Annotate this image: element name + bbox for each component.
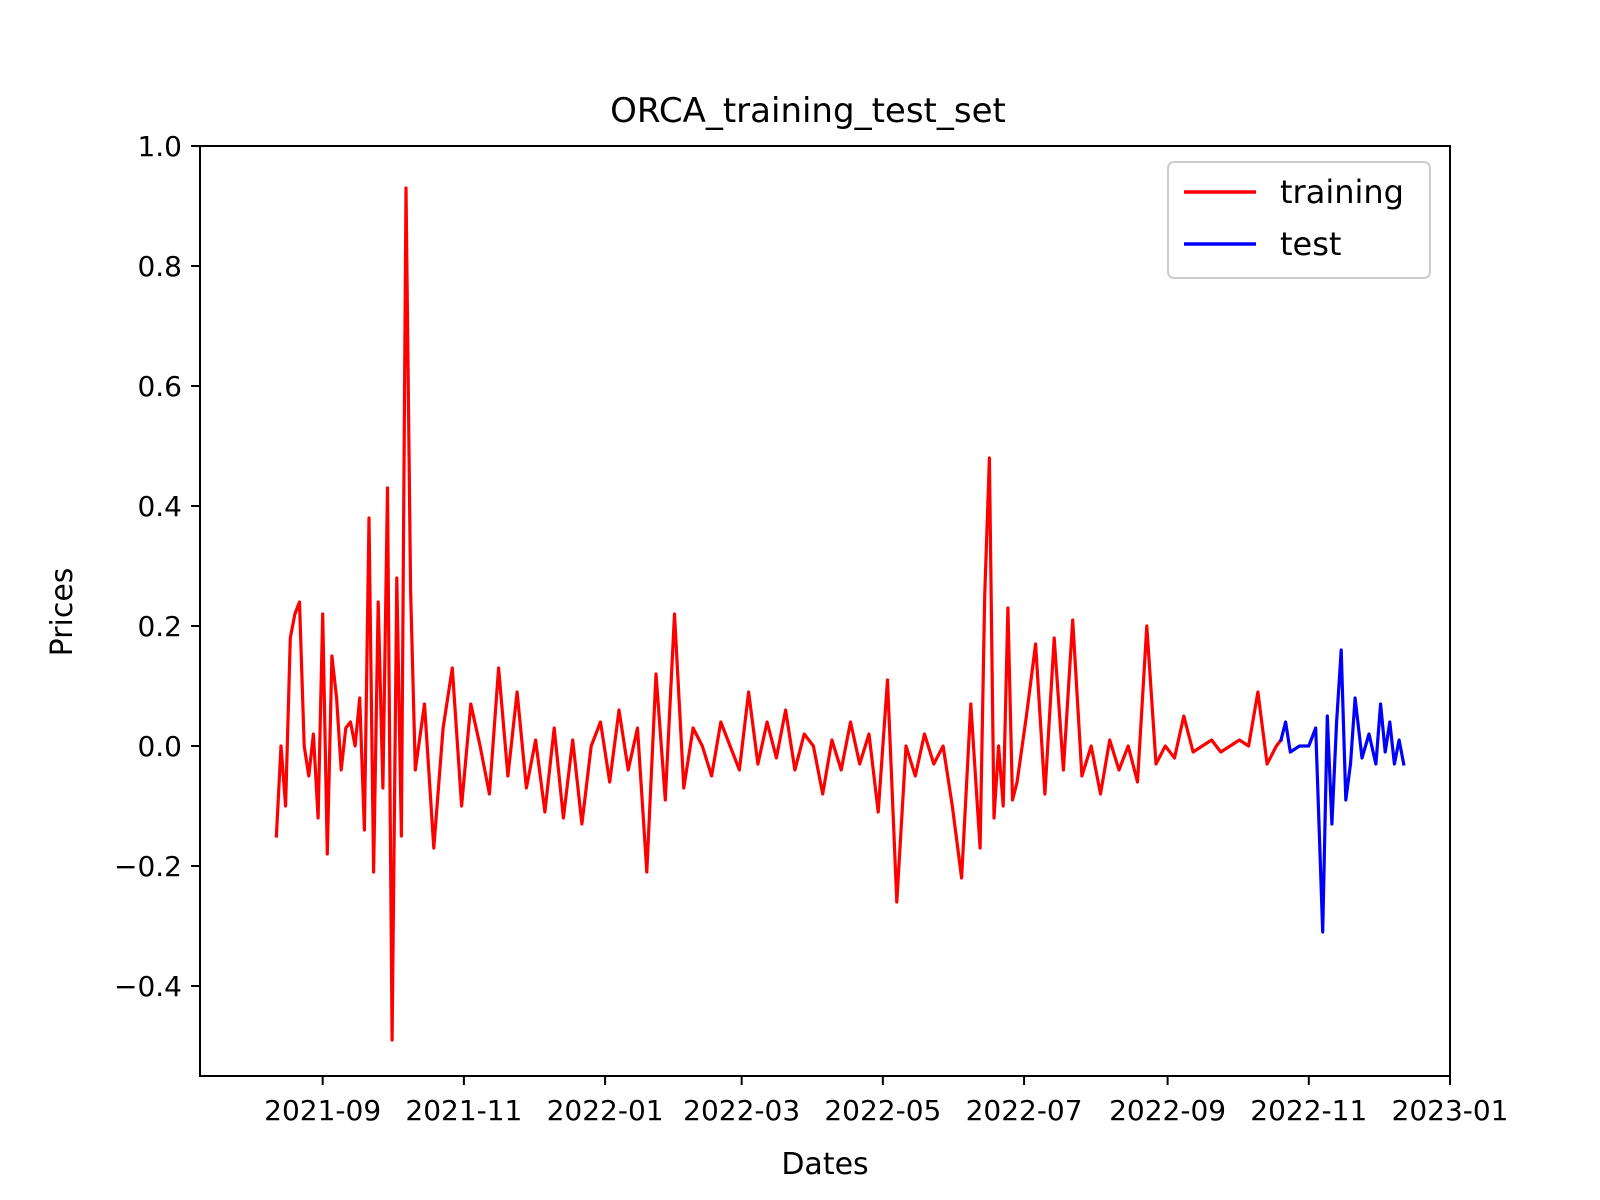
- series-layer: [274, 186, 1406, 1042]
- y-axis: −0.4 −0.2 0.0 0.2 0.4 0.6 0.8 1.0: [114, 130, 200, 1003]
- x-tick-label: 2021-11: [405, 1094, 522, 1127]
- y-tick-label: 1.0: [137, 130, 182, 163]
- legend-label-test: test: [1280, 225, 1341, 263]
- legend-label-training: training: [1280, 173, 1404, 211]
- x-tick-label: 2023-01: [1392, 1094, 1509, 1127]
- y-tick-label: 0.6: [137, 370, 182, 403]
- legend: training test: [1167, 161, 1431, 279]
- y-tick-label: −0.4: [114, 970, 182, 1003]
- y-axis-label: Prices: [45, 568, 80, 657]
- y-tick-label: −0.2: [114, 850, 182, 883]
- x-axis: 2021-09 2021-11 2022-01 2022-03 2022-05 2022-…: [264, 1076, 1509, 1127]
- x-tick-label: 2022-01: [547, 1094, 664, 1127]
- x-tick-label: 2022-07: [966, 1094, 1083, 1127]
- x-tick-label: 2022-05: [824, 1094, 941, 1127]
- series-line-training: [274, 186, 1284, 1042]
- y-tick-label: 0.8: [137, 250, 182, 283]
- y-tick-label: 0.0: [137, 730, 182, 763]
- y-tick-label: 0.4: [137, 490, 182, 523]
- series-line-test: [1279, 648, 1406, 934]
- x-tick-label: 2021-09: [264, 1094, 381, 1127]
- x-axis-label: Dates: [781, 1147, 868, 1182]
- x-tick-label: 2022-11: [1250, 1094, 1367, 1127]
- plot-area-frame: [199, 145, 1451, 1077]
- y-tick-label: 0.2: [137, 610, 182, 643]
- chart-title: ORCA_training_test_set: [610, 91, 1006, 131]
- x-tick-label: 2022-03: [683, 1094, 800, 1127]
- x-tick-label: 2022-09: [1109, 1094, 1226, 1127]
